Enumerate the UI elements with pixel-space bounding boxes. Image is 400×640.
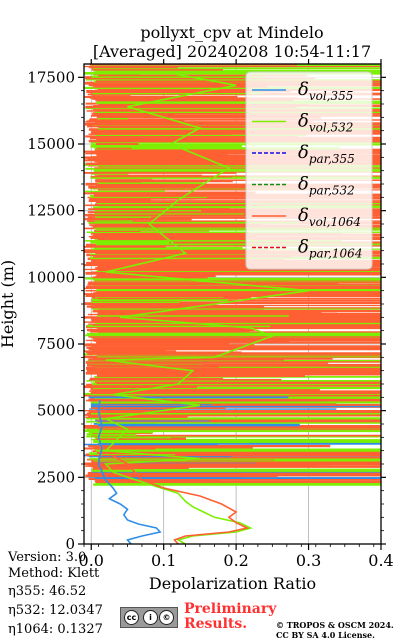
x-axis-label: Depolarization Ratio — [149, 574, 316, 593]
series-line-4 — [112, 455, 250, 544]
legend-label-1: δvol,532 — [298, 111, 353, 135]
cc-license-icon: cc i © — [120, 607, 178, 628]
method-text: Method: Klett — [8, 566, 100, 581]
legend-label-4: δvol,1064 — [298, 205, 361, 229]
x-tick-label: 0.4 — [368, 551, 393, 570]
series-line-0 — [97, 399, 162, 544]
y-tick-label: 10000 — [27, 268, 75, 286]
x-tick-label: 0.0 — [79, 551, 104, 570]
copyright-text: © TROPOS & OSCM 2024. CC BY SA 4.0 Licen… — [276, 620, 394, 640]
preliminary-results-label: Preliminary Results. — [184, 601, 277, 632]
depolarization-plot: 0.0 0.1 0.2 0.3 0.4 0 2500 5000 7500 10000 12500 15… — [0, 59, 394, 593]
legend-label-5: δpar,1064 — [298, 237, 362, 261]
version-text: Version: 3.0 — [8, 550, 87, 565]
x-tick-label: 0.1 — [151, 551, 176, 570]
eta355-text: η355: 46.52 — [8, 584, 87, 599]
x-tick-label: 0.3 — [296, 551, 321, 570]
legend-label-2: δpar,355 — [298, 142, 355, 166]
y-tick-label: 7500 — [37, 335, 75, 353]
eta1064-text: η1064: 0.1327 — [8, 622, 103, 637]
legend-label-3: δpar,532 — [298, 174, 355, 198]
eta532-text: η532: 12.0347 — [8, 603, 103, 618]
x-tick-label: 0.2 — [223, 551, 248, 570]
y-axis-label: Height (m) — [0, 260, 17, 348]
y-tick-label: 2500 — [37, 468, 75, 486]
legend: δvol,355 δvol,532 δpar,355 δpar,532 δvol,106… — [245, 71, 373, 270]
series-line-1 — [102, 71, 309, 544]
chart-title-line2: [Averaged] 20240208 10:54-11:17 — [92, 42, 372, 61]
y-tick-label: 5000 — [37, 402, 75, 420]
y-tick-label: 17500 — [27, 68, 75, 86]
legend-label-0: δvol,355 — [298, 79, 353, 103]
y-tick-label: 0 — [65, 535, 75, 553]
chart-title-line1: pollyxt_cpv at Mindelo — [140, 23, 324, 42]
y-tick-label: 12500 — [27, 202, 75, 220]
y-tick-label: 15000 — [27, 135, 75, 153]
